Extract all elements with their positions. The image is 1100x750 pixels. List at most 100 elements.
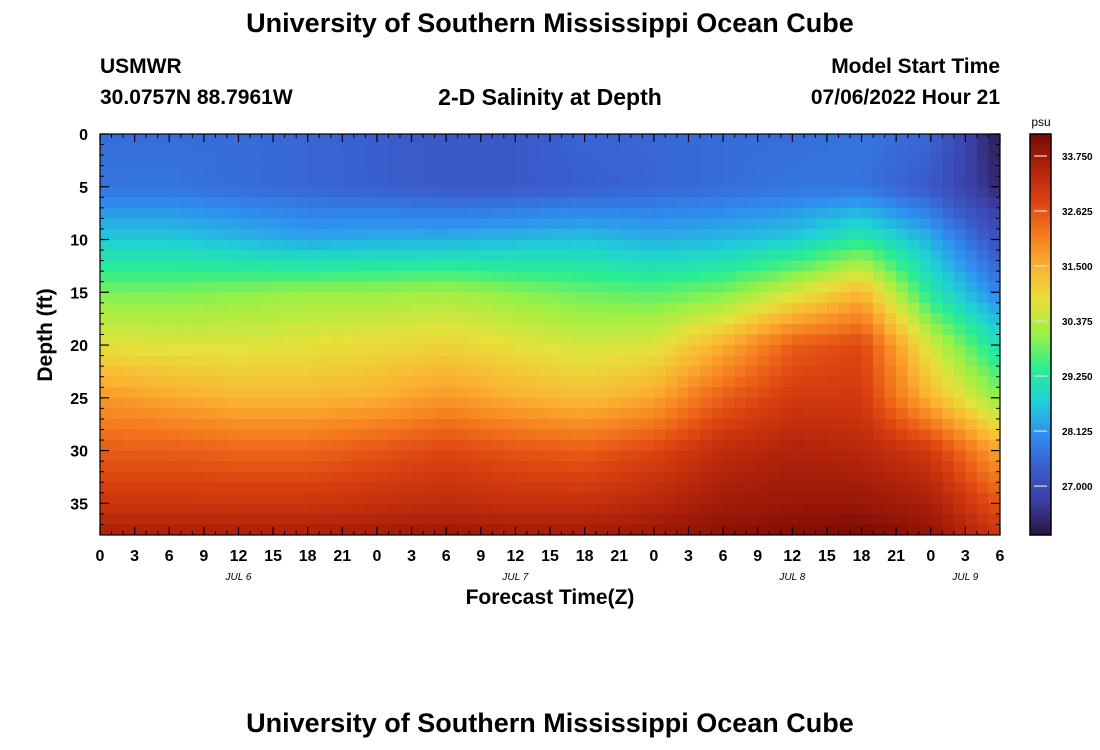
heatmap-cell: [676, 418, 690, 431]
heatmap-cell: [676, 387, 690, 399]
heatmap-cell: [826, 313, 840, 325]
heatmap-cell: [550, 260, 563, 272]
heatmap-cell: [607, 218, 620, 230]
heatmap-cell: [515, 408, 528, 420]
heatmap-cell: [180, 176, 193, 188]
heatmap-cell: [757, 492, 770, 504]
heatmap-cell: [169, 176, 182, 188]
heatmap-cell: [203, 461, 216, 473]
x-tick-label: 18: [576, 548, 594, 565]
heatmap-cell: [850, 207, 863, 220]
heatmap-cell: [850, 134, 863, 146]
heatmap-cell: [619, 334, 632, 346]
heatmap-cell: [123, 387, 136, 399]
heatmap-cell: [896, 482, 909, 494]
heatmap-cell: [976, 250, 990, 262]
heatmap-cell: [896, 345, 909, 357]
heatmap-cell: [503, 397, 516, 409]
heatmap-cell: [330, 461, 343, 473]
heatmap-cell: [757, 503, 770, 515]
heatmap-cell: [965, 334, 978, 346]
heatmap-cell: [953, 503, 966, 515]
heatmap-cell: [873, 397, 886, 409]
heatmap-cell: [780, 513, 793, 526]
heatmap-cell: [353, 450, 366, 462]
heatmap-cell: [896, 250, 909, 262]
heatmap-cell: [111, 323, 124, 336]
heatmap-cell: [965, 176, 978, 188]
heatmap-cell: [538, 250, 551, 262]
heatmap-cell: [469, 281, 482, 293]
heatmap-cell: [826, 450, 840, 462]
heatmap-cell: [238, 281, 251, 293]
heatmap-cell: [111, 144, 124, 156]
heatmap-cell: [919, 292, 932, 304]
heatmap-cell: [180, 165, 193, 177]
heatmap-cell: [757, 429, 770, 441]
heatmap-cell: [261, 207, 274, 220]
heatmap-cell: [746, 418, 759, 431]
heatmap-cell: [596, 218, 609, 230]
heatmap-cell: [353, 482, 366, 494]
heatmap-cell: [780, 334, 793, 346]
heatmap-cell: [457, 250, 470, 262]
heatmap-cell: [561, 334, 574, 346]
heatmap-cell: [515, 334, 528, 346]
heatmap-cell: [434, 239, 447, 251]
heatmap-cell: [134, 292, 147, 304]
heatmap-cell: [446, 450, 459, 462]
heatmap-cell: [180, 134, 193, 146]
heatmap-cell: [261, 503, 274, 515]
heatmap-cell: [296, 144, 309, 156]
heatmap-cell: [976, 165, 990, 177]
heatmap-cell: [942, 492, 955, 504]
heatmap-cell: [619, 155, 632, 167]
heatmap-cell: [296, 387, 309, 399]
heatmap-cell: [169, 260, 182, 272]
heatmap-cell: [711, 492, 724, 504]
heatmap-cell: [480, 387, 493, 399]
heatmap-cell: [515, 260, 528, 272]
heatmap-cell: [169, 165, 182, 177]
heatmap-cell: [780, 239, 793, 251]
heatmap-cell: [192, 239, 205, 251]
heatmap-cell: [896, 397, 909, 409]
heatmap-cell: [526, 302, 540, 314]
heatmap-cell: [607, 334, 620, 346]
heatmap-cell: [307, 334, 320, 346]
heatmap-cell: [700, 461, 713, 473]
heatmap-cell: [653, 355, 666, 367]
heatmap-cell: [769, 376, 782, 388]
heatmap-cell: [930, 281, 943, 293]
heatmap-cell: [538, 323, 551, 336]
heatmap-cell: [503, 134, 516, 146]
heatmap-cell: [919, 228, 932, 241]
heatmap-cell: [953, 334, 966, 346]
heatmap-cell: [123, 186, 136, 198]
heatmap-cell: [469, 461, 482, 473]
heatmap-cell: [930, 155, 943, 167]
heatmap-cell: [434, 355, 447, 367]
heatmap-cell: [665, 429, 678, 441]
heatmap-cell: [100, 471, 113, 483]
heatmap-cell: [169, 323, 182, 336]
heatmap-cell: [538, 334, 551, 346]
heatmap-cell: [642, 461, 655, 473]
heatmap-cell: [480, 429, 493, 441]
heatmap-cell: [457, 281, 470, 293]
heatmap-cell: [850, 503, 863, 515]
heatmap-cell: [884, 345, 897, 357]
heatmap-cell: [111, 461, 124, 473]
heatmap-cell: [400, 165, 413, 177]
heatmap-cell: [757, 155, 770, 167]
heatmap-cell: [688, 313, 701, 325]
heatmap-cell: [676, 134, 690, 146]
heatmap-cell: [965, 492, 978, 504]
heatmap-cell: [446, 323, 459, 336]
heatmap-cell: [896, 471, 909, 483]
heatmap-cell: [884, 250, 897, 262]
heatmap-cell: [792, 134, 805, 146]
heatmap-cell: [180, 355, 193, 367]
heatmap-cell: [192, 176, 205, 188]
heatmap-cell: [757, 281, 770, 293]
